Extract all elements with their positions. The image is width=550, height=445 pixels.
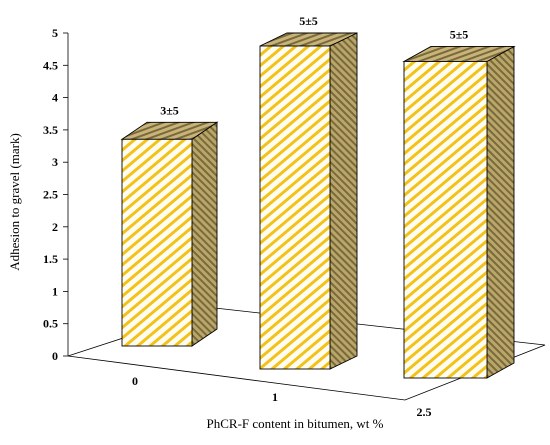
bar-0 bbox=[120, 121, 219, 347]
bar-front-face bbox=[259, 45, 331, 370]
data-label: 5±5 bbox=[299, 14, 318, 28]
y-tick-label: 4 bbox=[52, 91, 58, 105]
y-tick-label: 0.5 bbox=[43, 317, 58, 331]
bar-2 bbox=[402, 45, 516, 379]
bar-1 bbox=[259, 32, 358, 370]
bars bbox=[120, 32, 516, 379]
bar-side-face bbox=[329, 32, 358, 370]
x-tick-label: 0 bbox=[132, 374, 138, 388]
bar-front-face bbox=[121, 138, 193, 347]
y-tick-label: 1 bbox=[52, 284, 58, 298]
y-axis-title: Adhesion to gravel (mark) bbox=[7, 133, 22, 271]
x-axis-title: PhCR-F content in bitumen, wt % bbox=[207, 416, 384, 431]
bar-side-face bbox=[191, 121, 218, 347]
bar-side-face bbox=[486, 45, 515, 379]
y-tick-label: 2 bbox=[52, 220, 58, 234]
x-tick-label: 1 bbox=[272, 390, 278, 404]
bar-front-face bbox=[403, 61, 488, 379]
y-axis: 0 0.5 1 1.5 2 2.5 3 3.5 4 4.5 5 bbox=[43, 26, 69, 363]
labels: 3±5 0 5±5 1 5±5 2.5 bbox=[132, 14, 468, 419]
y-tick-label: 5 bbox=[52, 26, 58, 40]
y-tick-label: 3.5 bbox=[43, 123, 58, 137]
y-tick-label: 3 bbox=[52, 155, 58, 169]
x-tick-label: 2.5 bbox=[417, 405, 432, 419]
y-tick-label: 1.5 bbox=[43, 252, 58, 266]
data-label: 3±5 bbox=[160, 103, 179, 117]
y-tick-label: 4.5 bbox=[43, 58, 58, 72]
y-tick-label: 0 bbox=[52, 349, 58, 363]
y-tick-label: 2.5 bbox=[43, 188, 58, 202]
data-label: 5±5 bbox=[450, 27, 469, 41]
